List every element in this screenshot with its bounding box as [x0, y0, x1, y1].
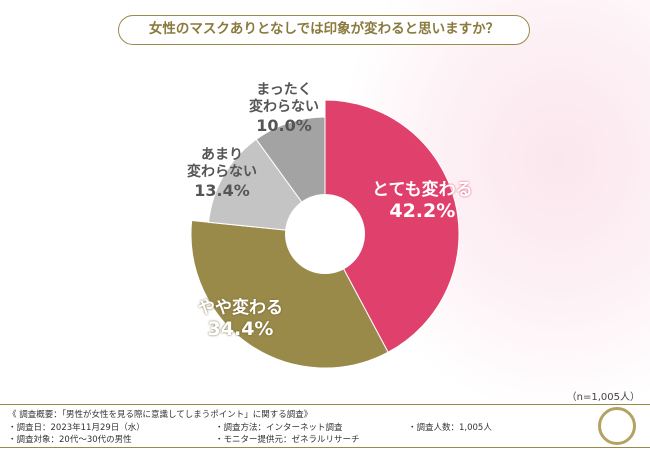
logo-seal: [598, 407, 636, 445]
sample-size: （n=1,005人）: [566, 392, 640, 403]
survey-footer: 《 調査概要：「男性が女性を見る際に意識してしまうポイント」に関する調査》 ・調…: [0, 404, 650, 448]
survey-summary: 《 調査概要：「男性が女性を見る際に意識してしまうポイント」に関する調査》: [8, 410, 313, 420]
slice-label-2: あまり 変わらない 13.4%: [187, 147, 257, 200]
survey-method: ・調査方法：インターネット調査: [215, 423, 343, 433]
slice-1: [190, 220, 389, 369]
survey-count: ・調査人数：1,005人: [408, 423, 492, 433]
donut-hole: [285, 194, 365, 274]
slice-0: [324, 99, 460, 353]
slice-label-0: とても変わる 42.2%: [372, 180, 473, 223]
survey-provider: ・モニター提供元：ゼネラルリサーチ: [215, 435, 360, 445]
slice-label-3: まったく 変わらない 10.0%: [249, 82, 319, 135]
chart-title: 女性のマスクありとなしでは印象が変わると思いますか？: [118, 15, 530, 45]
survey-date: ・調査日：2023年11月29日（水）: [8, 423, 145, 433]
survey-target: ・調査対象：20代〜30代の男性: [8, 435, 132, 445]
slice-label-1: やや変わる 34.4%: [198, 298, 283, 341]
